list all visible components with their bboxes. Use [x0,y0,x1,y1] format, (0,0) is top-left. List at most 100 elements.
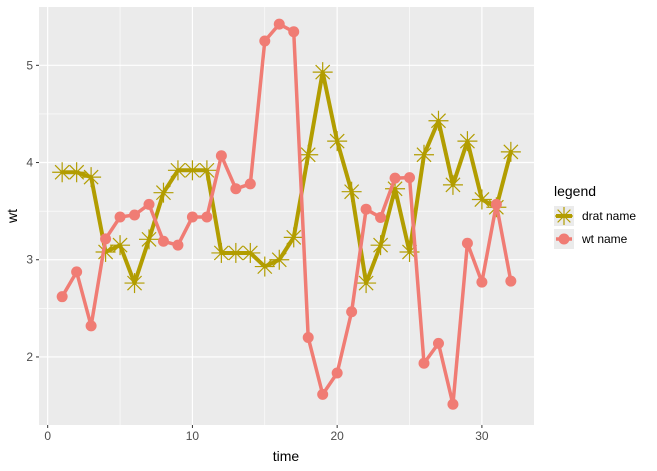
asterisk-stroke [315,64,331,80]
asterisk-stroke [430,113,446,129]
wt-name-point [476,276,488,288]
asterisk-stroke [69,164,85,180]
asterisk-stroke [329,133,345,149]
y-tick-label: 3 [26,253,33,267]
wt-name-point [259,35,271,47]
drat-name-point [370,235,391,256]
drat-name-point [167,160,188,181]
axes: 0 10 20 30 2 3 4 5 [26,58,489,443]
wt-name-point [461,237,473,249]
panel-background [39,7,534,425]
legend-label: wt name [581,232,628,246]
y-axis-title: wt [4,209,20,224]
asterisk-stroke [474,191,490,207]
wt-name-point [157,235,169,247]
wt-name-point [244,178,256,190]
drat-name-point [196,160,217,181]
series-layer [52,18,521,410]
x-tick-label: 10 [186,429,200,443]
drat-name-line [60,70,513,286]
wt-name-point [143,198,155,210]
legend-label: drat name [582,209,636,223]
legend-key-marker [558,233,570,245]
legend-title: legend [554,183,596,199]
wt-name-point [273,18,285,30]
series-drat-name [52,62,521,294]
wt-name-point [360,203,372,215]
wt-name-point [418,357,430,369]
drat-name-point [110,235,131,256]
wt-name-point [172,239,184,251]
drat-name-point [457,131,478,152]
drat-name-point [269,249,290,270]
drat-name-point [327,131,348,152]
wt-name-point [346,306,358,318]
drat-name-point [312,62,333,83]
series-wt-name [56,18,517,410]
wt-name-point [71,266,83,278]
x-axis-title: time [273,448,300,464]
legend-key-drat-name [554,206,574,226]
asterisk-stroke [459,133,475,149]
drat-name-point [500,141,521,162]
asterisk-stroke [257,259,273,275]
asterisk-stroke [445,177,461,193]
wt-name-point [215,150,227,162]
wt-name-point [129,209,141,221]
drat-name-point [124,273,145,294]
drat-name-point [471,189,492,210]
asterisk-stroke [54,164,70,180]
legend-key-wt-name [554,229,574,249]
wt-name-point [375,211,387,223]
asterisk-stroke [170,162,186,178]
x-tick-label: 30 [475,429,489,443]
asterisk-stroke [242,245,258,261]
drat-name-point [341,181,362,202]
wt-name-point [317,388,329,400]
wt-name-point [201,211,213,223]
asterisk-stroke [127,275,143,291]
asterisk-stroke [344,184,360,200]
drat-name-point [428,110,449,131]
minor-gridlines [39,7,534,425]
legend-key-marker [555,207,573,225]
wt-name-point [100,233,112,245]
drat-name-point [414,144,434,165]
drat-name-point [153,182,174,203]
asterisk-stroke [271,252,287,268]
drat-name-point [356,273,377,294]
drat-name-point [254,256,275,277]
asterisk-stroke [503,144,519,160]
wt-name-point [404,172,416,184]
drat-name-point [442,174,463,195]
asterisk-stroke [557,209,571,223]
wt-name-point [288,26,300,38]
asterisk-stroke [300,147,316,163]
wt-name-point [505,275,517,287]
asterisk-stroke [373,237,389,253]
asterisk-stroke [213,245,229,261]
drat-name-point [283,227,304,248]
asterisk-stroke [358,275,374,291]
wt-name-point [114,211,126,223]
wt-name-point [389,172,401,184]
y-tick-label: 4 [26,156,33,170]
wt-name-point [447,398,459,410]
wt-name-point [186,211,198,223]
asterisk-stroke [83,169,99,185]
legend-items: drat name wt name [554,206,636,249]
asterisk-stroke [112,237,128,253]
legend: legend drat name wt name [554,183,636,249]
asterisk-stroke [155,185,171,201]
drat-name-point [298,144,319,165]
x-tick-label: 20 [330,429,344,443]
wt-name-point [331,367,343,379]
y-tick-label: 5 [26,58,33,72]
asterisk-stroke [228,245,244,261]
asterisk-stroke [416,147,432,163]
asterisk-stroke [199,162,215,178]
wt-name-point [432,337,444,349]
drat-name-point [240,242,261,263]
y-tick-label: 2 [26,350,33,364]
